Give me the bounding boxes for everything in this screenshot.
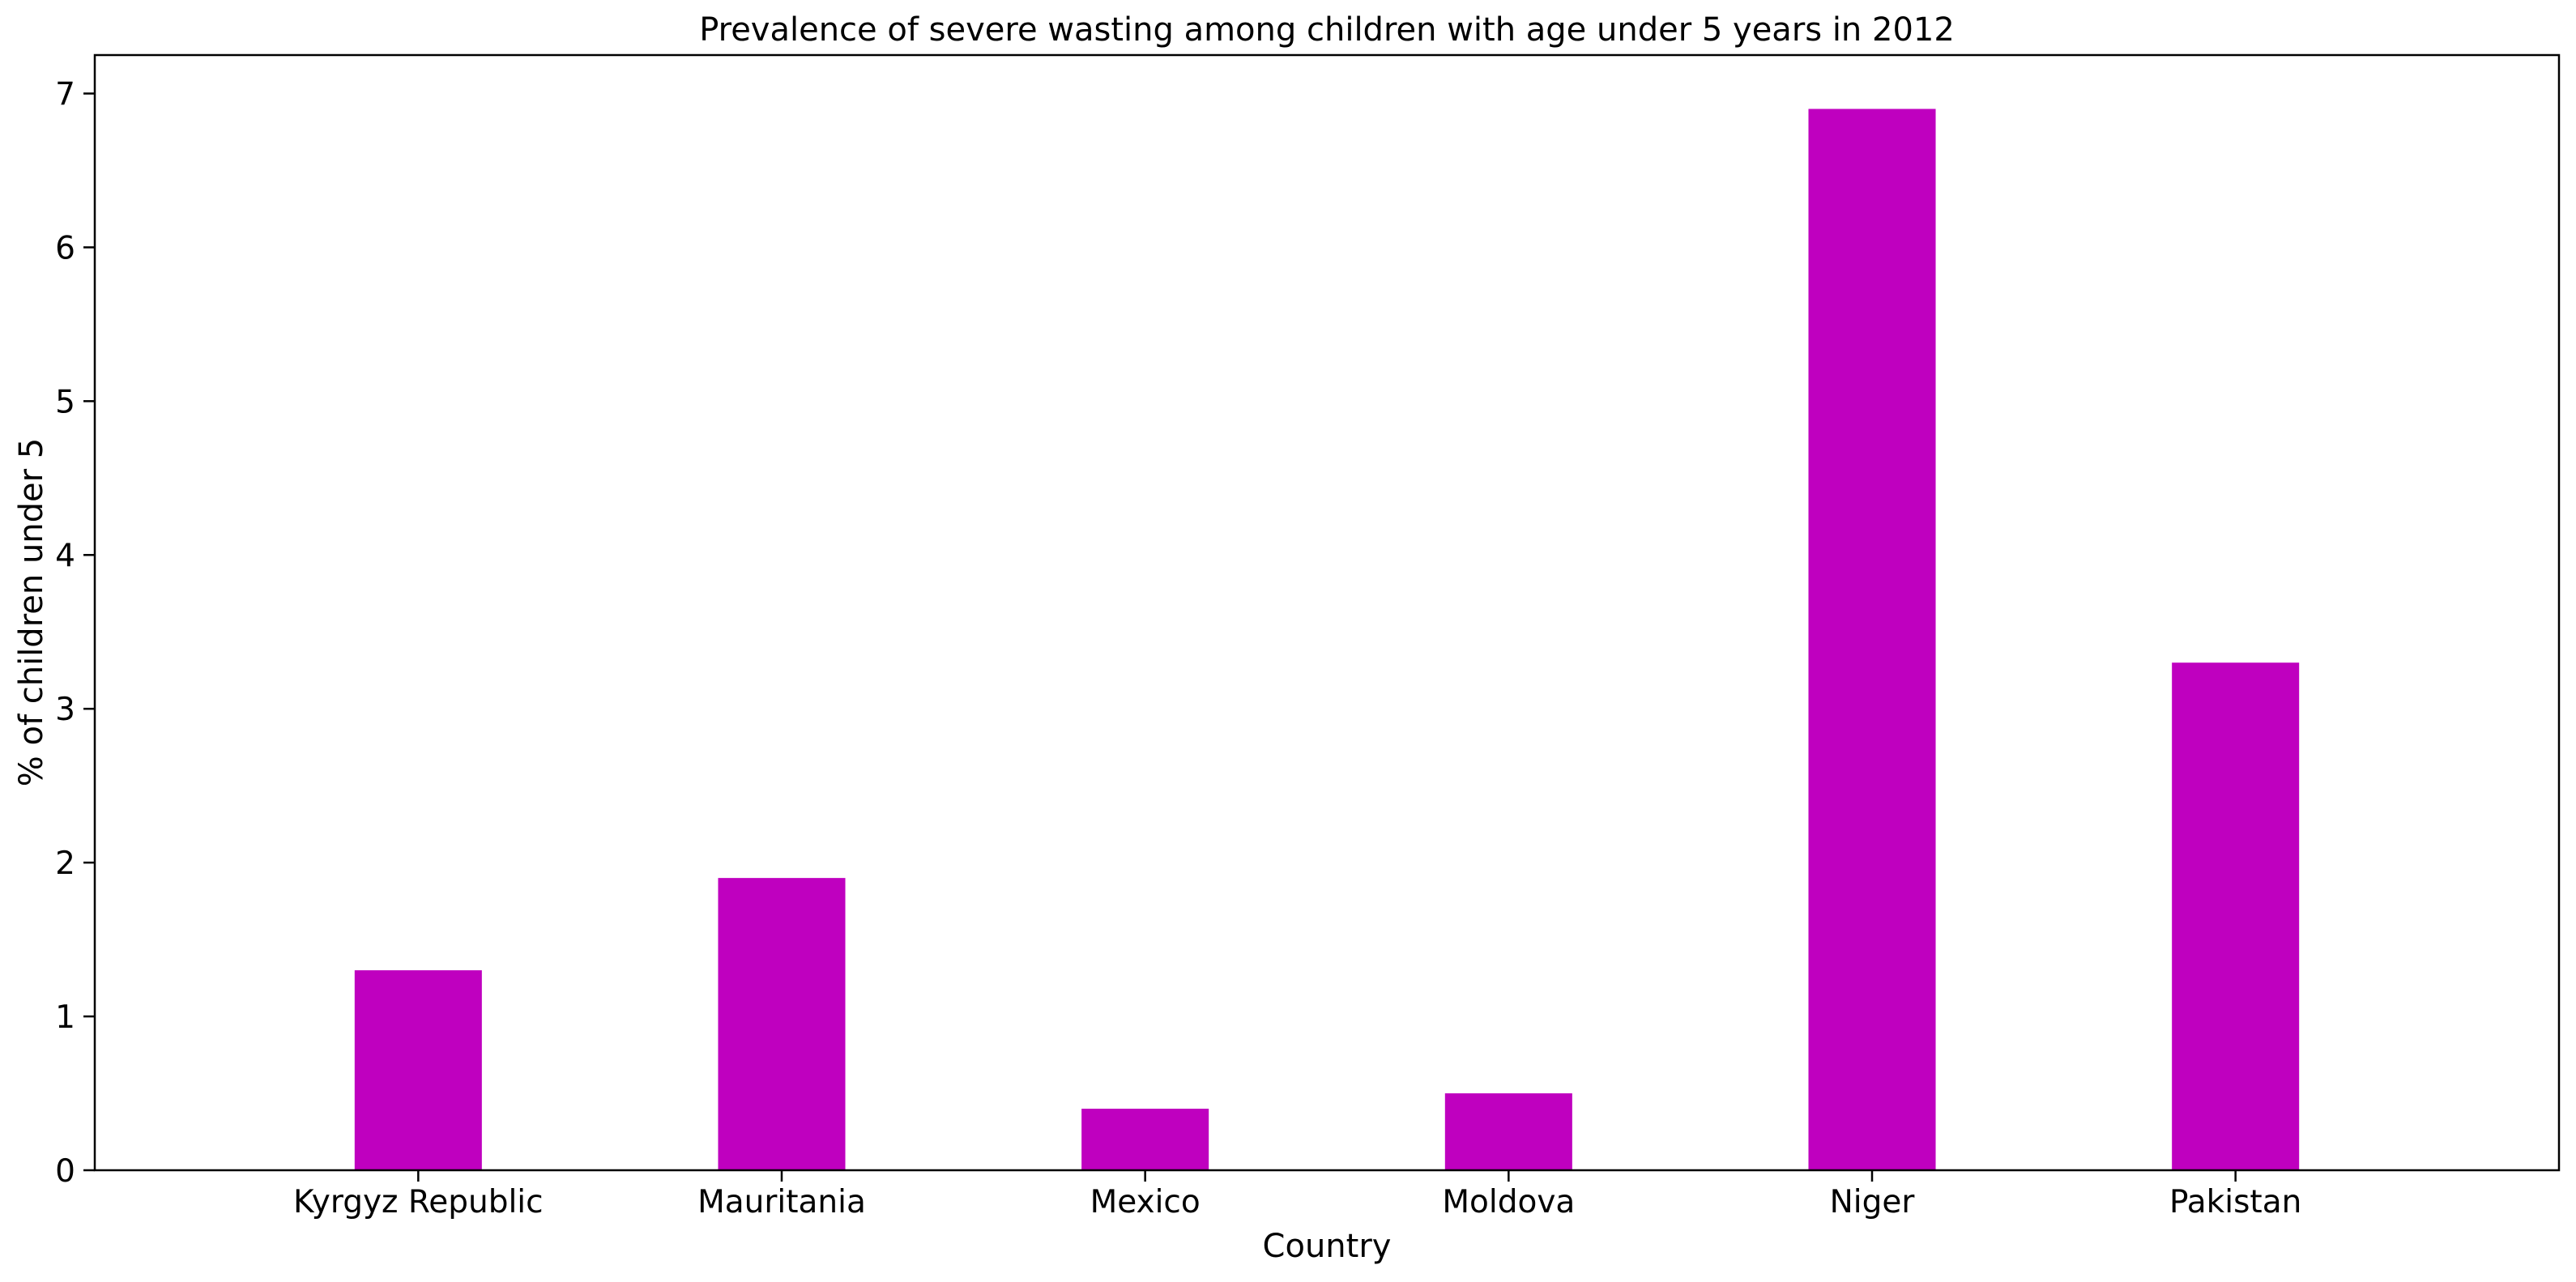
x-tick-label: Mauritania (697, 1184, 866, 1220)
y-tick-label: 4 (55, 538, 75, 574)
y-tick-label: 7 (55, 76, 75, 113)
x-axis-title: Country (1263, 1228, 1392, 1265)
x-tick-label: Kyrgyz Republic (293, 1184, 544, 1220)
bar-niger (1808, 109, 1936, 1171)
y-tick-label: 1 (55, 999, 75, 1036)
y-axis-ticks: 0 1 2 3 4 5 6 7 (55, 76, 95, 1190)
bar-moldova (1444, 1093, 1572, 1170)
chart-title: Prevalence of severe wasting among child… (699, 11, 1955, 49)
y-axis-title: % of children under 5 (13, 438, 50, 787)
y-tick-label: 0 (55, 1153, 75, 1190)
bar-mauritania (718, 878, 846, 1170)
x-tick-label: Mexico (1090, 1184, 1201, 1220)
x-tick-label: Niger (1830, 1184, 1916, 1220)
bars-layer (354, 109, 2300, 1171)
bar-pakistan (2172, 662, 2300, 1170)
y-tick-label: 2 (55, 845, 75, 882)
y-tick-label: 5 (55, 384, 75, 420)
y-tick-label: 6 (55, 230, 75, 266)
bar-kyrgyz-republic (354, 970, 482, 1170)
x-tick-label: Pakistan (2169, 1184, 2301, 1220)
x-axis-ticks: Kyrgyz Republic Mauritania Mexico Moldova Ni… (293, 1170, 2301, 1220)
y-tick-label: 3 (55, 692, 75, 728)
x-tick-label: Moldova (1442, 1184, 1575, 1220)
plot-frame (93, 53, 2561, 1172)
bar-mexico (1081, 1109, 1209, 1170)
